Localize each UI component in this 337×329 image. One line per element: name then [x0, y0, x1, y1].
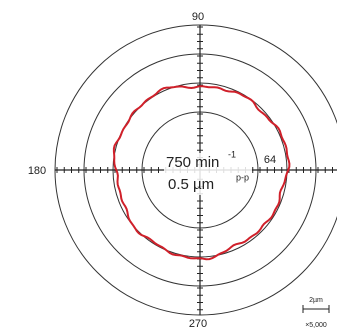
speed-label: 750 min: [166, 154, 219, 171]
label-backdrop: [164, 153, 252, 195]
range-label: 0.5 µm: [168, 176, 214, 193]
angle-label: 90: [192, 11, 204, 23]
scale-length: 2µm: [309, 297, 323, 304]
angle-label: 270: [189, 318, 207, 329]
angle-label: 180: [28, 165, 46, 177]
value-label: 64: [264, 154, 276, 166]
scale-magnification: ×5,000: [305, 322, 327, 329]
speed-unit-sup: -1: [228, 149, 236, 159]
range-sup: p-p: [236, 172, 249, 182]
profile-trace: [112, 85, 291, 261]
